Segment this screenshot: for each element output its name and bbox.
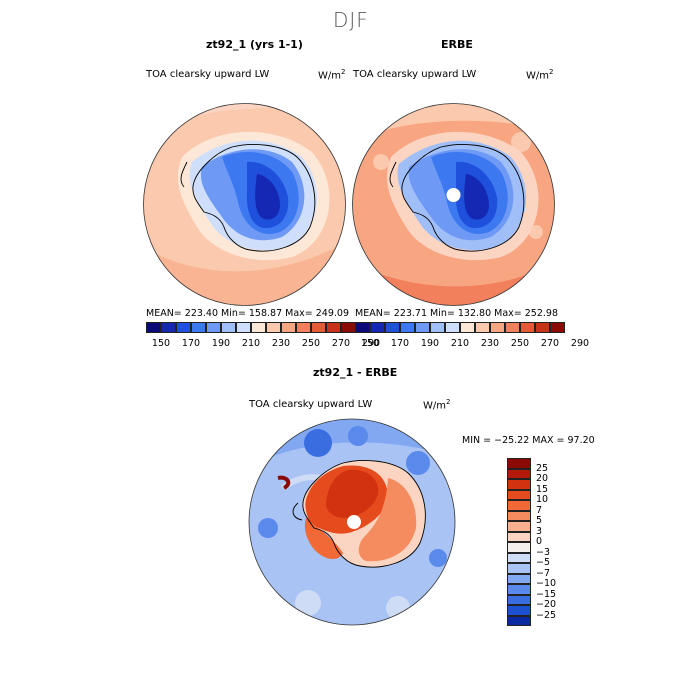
colorbar-tick-label: 170	[390, 338, 410, 349]
figure-title: DJF	[333, 8, 369, 32]
colorbar-tick-label: 0	[536, 536, 543, 547]
variable-label-obs: TOA clearsky upward LW	[353, 69, 477, 80]
colorbar-tick-label: −15	[536, 588, 557, 600]
colorbar-tick-label: 190	[211, 338, 231, 349]
colorbar-tick-label: 290	[570, 338, 590, 349]
colorbar-tick-label: 250	[510, 338, 530, 349]
colorbar-tick-label: −3	[536, 546, 551, 558]
colorbar-swatch	[507, 542, 531, 553]
colorbar-tick-label: 5	[536, 515, 543, 526]
colorbar-tick-label: 290	[361, 338, 381, 349]
colorbar-swatch	[507, 521, 531, 532]
colorbar-swatch	[507, 563, 531, 574]
colorbar-swatch	[236, 322, 251, 333]
colorbar-swatch	[146, 322, 161, 333]
colorbar-swatch	[507, 479, 531, 490]
colorbar-model	[146, 322, 356, 333]
colorbar-swatch	[296, 322, 311, 333]
colorbar-tick-label: 7	[536, 504, 543, 516]
colorbar-tick-label: −7	[536, 567, 551, 579]
colorbar-obs	[355, 322, 565, 333]
colorbar-swatch	[507, 552, 531, 563]
panel-title-obs: ERBE	[441, 38, 473, 51]
colorbar-tick-label: 190	[420, 338, 440, 349]
colorbar-tick-label: −5	[536, 557, 551, 568]
colorbar-swatch	[507, 458, 531, 469]
colorbar-swatch	[311, 322, 326, 333]
colorbar-tick-label: 150	[151, 338, 171, 349]
colorbar-tick-label: 270	[331, 338, 351, 349]
colorbar-swatch	[507, 615, 531, 626]
colorbar-swatch	[430, 322, 445, 333]
units-label-model: W/m2	[318, 68, 346, 82]
colorbar-tick-label: 210	[450, 338, 470, 349]
colorbar-tick-label: 25	[536, 462, 549, 474]
colorbar-swatch	[507, 531, 531, 542]
colorbar-swatch	[326, 322, 341, 333]
colorbar-swatch	[445, 322, 460, 333]
colorbar-swatch	[191, 322, 206, 333]
colorbar-swatch	[460, 322, 475, 333]
colorbar-swatch	[507, 605, 531, 616]
obs-polar-map	[352, 103, 555, 306]
colorbar-tick-label: 210	[241, 338, 261, 349]
colorbar-swatch	[400, 322, 415, 333]
model-polar-map	[143, 103, 346, 306]
colorbar-tick-label: 230	[480, 338, 500, 349]
colorbar-swatch	[550, 322, 565, 333]
colorbar-swatch	[507, 584, 531, 595]
variable-label-diff: TOA clearsky upward LW	[249, 399, 373, 410]
stats-model: MEAN= 223.40 Min= 158.87 Max= 249.09	[146, 308, 350, 319]
colorbar-diff	[507, 458, 531, 626]
colorbar-tick-label: 10	[536, 494, 549, 505]
colorbar-swatch	[415, 322, 430, 333]
colorbar-swatch	[475, 322, 490, 333]
colorbar-tick-label: 250	[301, 338, 321, 349]
colorbar-swatch	[507, 510, 531, 521]
colorbar-swatch	[507, 489, 531, 500]
colorbar-ticks-obs: 150 170 190 210 230 250 270 290	[355, 336, 589, 350]
panel-title-diff: zt92_1 - ERBE	[313, 366, 398, 379]
colorbar-swatch	[221, 322, 236, 333]
colorbar-swatch	[507, 573, 531, 584]
colorbar-swatch	[507, 500, 531, 511]
colorbar-swatch	[370, 322, 385, 333]
colorbar-swatch	[535, 322, 550, 333]
colorbar-tick-label: 3	[536, 525, 543, 537]
colorbar-tick-label: 230	[271, 338, 291, 349]
colorbar-swatch	[385, 322, 400, 333]
colorbar-ticks-model: 150 170 190 210 230 250 270 290	[146, 336, 380, 350]
colorbar-swatch	[266, 322, 281, 333]
colorbar-ticks-diff: 25 20 15 10 7 5 3 0 −3 −5 −7 −10 −15 −20 −25	[536, 458, 576, 628]
colorbar-tick-label: 270	[540, 338, 560, 349]
colorbar-swatch	[355, 322, 370, 333]
colorbar-tick-label: 20	[536, 473, 549, 484]
colorbar-swatch	[341, 322, 356, 333]
colorbar-swatch	[520, 322, 535, 333]
colorbar-swatch	[161, 322, 176, 333]
colorbar-tick-label: 170	[181, 338, 201, 349]
colorbar-tick-label: 150	[360, 338, 380, 349]
stats-obs: MEAN= 223.71 Min= 132.80 Max= 252.98	[355, 308, 559, 319]
colorbar-swatch	[505, 322, 520, 333]
colorbar-tick-label: −25	[536, 609, 557, 621]
colorbar-swatch	[490, 322, 505, 333]
colorbar-tick-label: 15	[536, 483, 549, 495]
colorbar-tick-label: −20	[536, 599, 557, 610]
units-label-obs: W/m2	[526, 68, 554, 82]
colorbar-swatch	[281, 322, 296, 333]
colorbar-swatch	[507, 594, 531, 605]
colorbar-tick-label: −10	[536, 578, 557, 589]
colorbar-swatch	[176, 322, 191, 333]
difference-polar-map	[248, 418, 456, 626]
stats-diff: MIN = −25.22 MAX = 97.20	[462, 435, 595, 446]
colorbar-swatch	[251, 322, 266, 333]
units-label-diff: W/m2	[423, 398, 451, 412]
colorbar-swatch	[507, 468, 531, 479]
colorbar-swatch	[206, 322, 221, 333]
variable-label-model: TOA clearsky upward LW	[146, 69, 270, 80]
panel-title-model: zt92_1 (yrs 1-1)	[206, 38, 303, 51]
